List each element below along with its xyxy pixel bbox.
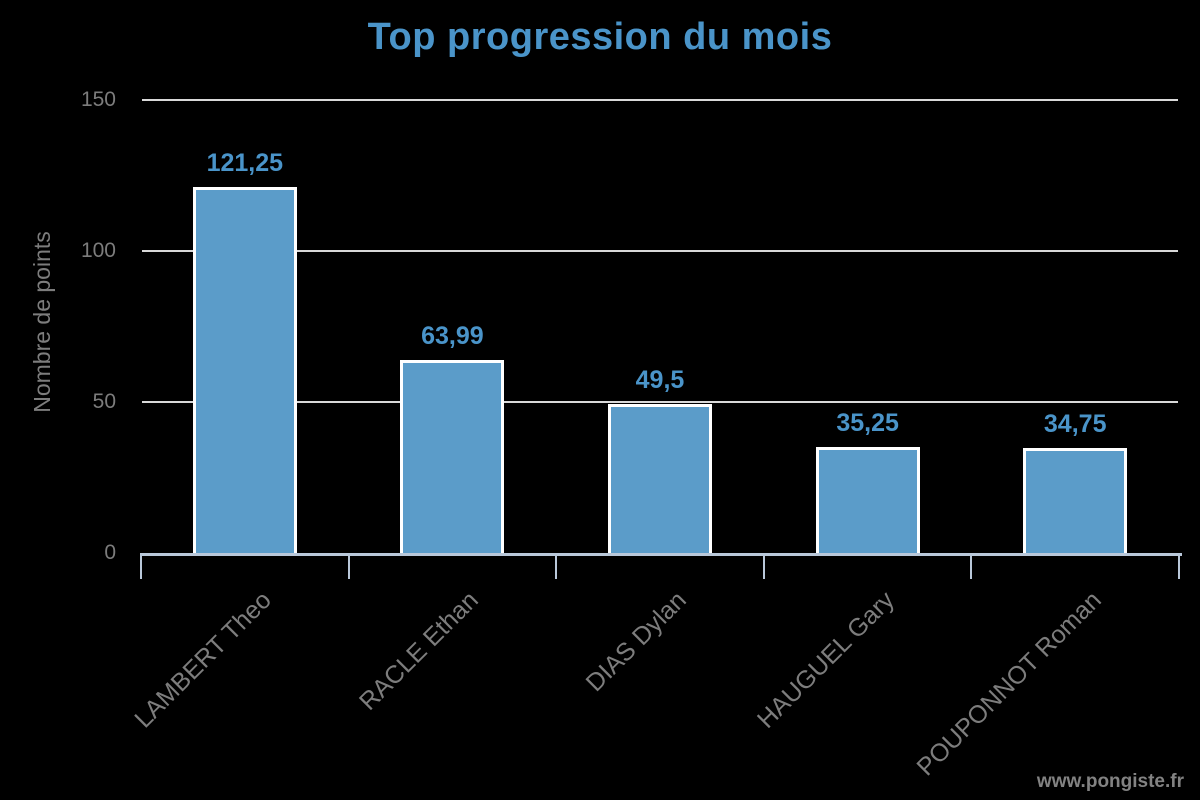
y-tick-label: 50 (92, 390, 116, 413)
gridline (142, 250, 1178, 252)
bar (192, 186, 297, 553)
y-tick-label: 150 (80, 88, 116, 111)
y-axis-title: Nombre de points (29, 231, 55, 413)
x-axis-tick (555, 553, 558, 579)
category-label: LAMBERT Theo (129, 586, 277, 734)
bar-value-label: 49,5 (635, 365, 685, 394)
bar (1023, 448, 1128, 553)
bar-value-label: 121,25 (206, 148, 284, 177)
category-label: HAUGUEL Gary (751, 586, 900, 734)
x-axis-tick (762, 553, 765, 579)
watermark: www.pongiste.fr (1036, 771, 1184, 792)
bar (815, 446, 920, 553)
category-label: POUPONNOT Roman (911, 586, 1107, 782)
bar (400, 359, 505, 553)
chart-title: Top progression du mois (367, 16, 833, 58)
y-tick-label: 0 (104, 541, 116, 564)
bar-value-label: 34,75 (1043, 410, 1107, 439)
category-label: RACLE Ethan (354, 586, 485, 716)
x-axis-tick (970, 553, 973, 579)
x-axis-tick (140, 553, 142, 579)
gridline (142, 99, 1178, 101)
category-label: DIAS Dylan (580, 586, 692, 698)
bar-value-label: 63,99 (421, 321, 484, 350)
x-axis-tick (1178, 553, 1180, 579)
y-tick-label: 100 (80, 239, 116, 262)
bar-value-label: 35,25 (836, 408, 899, 437)
x-axis-line (140, 553, 1182, 556)
bar (608, 403, 712, 553)
gridline (142, 401, 1178, 403)
x-axis-tick (347, 553, 350, 579)
